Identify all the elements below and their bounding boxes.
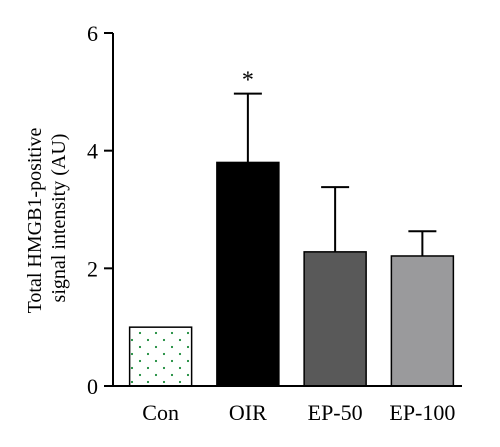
bar-ep-100 — [390, 255, 455, 387]
y-tick-label-0: 0 — [87, 374, 98, 399]
y-tick-label-3: 6 — [87, 21, 98, 46]
y-axis-title-line-2: signal intensity (AU) — [48, 134, 70, 303]
significance-marker-0: * — [242, 68, 254, 94]
y-axis-ticks: 0 2 4 6 — [87, 21, 113, 399]
x-tick-label-oir: OIR — [229, 400, 267, 425]
y-axis-title: Total HMGB1-positive signal intensity (A… — [24, 123, 70, 314]
bar-oir — [216, 161, 280, 387]
x-tick-label-ep-100: EP-100 — [389, 400, 455, 425]
y-tick-label-1: 2 — [87, 256, 98, 281]
annotations: * — [242, 68, 254, 94]
y-tick-label-2: 4 — [87, 139, 98, 164]
y-axis-title-line-1: Total HMGB1-positive — [24, 127, 46, 313]
x-axis-labels: Con OIR EP-50 EP-100 — [142, 400, 455, 425]
bar-ep-50 — [303, 251, 367, 387]
bar-con — [128, 326, 193, 387]
bars — [128, 161, 455, 387]
x-tick-label-con: Con — [142, 400, 179, 425]
x-tick-label-ep-50: EP-50 — [308, 400, 363, 425]
error-bars — [233, 92, 437, 256]
